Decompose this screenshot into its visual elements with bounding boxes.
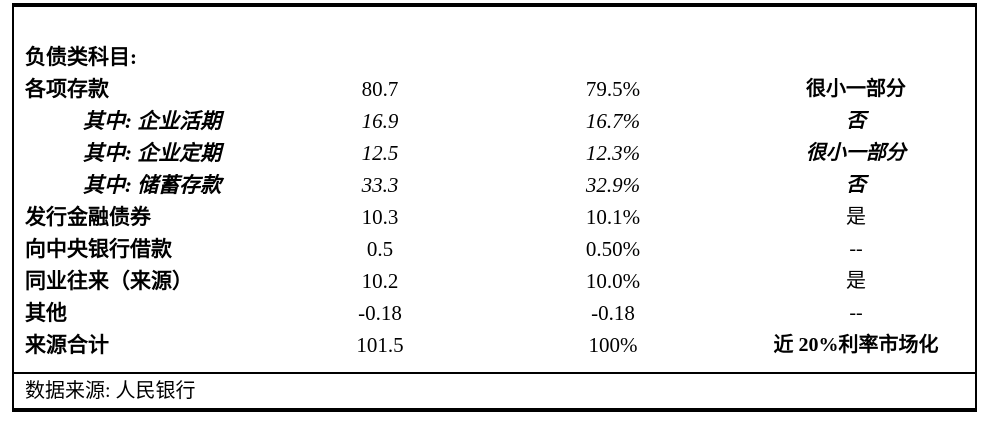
row-note: 很小一部分 [806,78,906,100]
row-label: 其中: 储蓄存款 [83,173,222,197]
row-note: 否 [846,174,866,196]
row-percent: 16.7% [585,109,641,133]
row-label: 各项存款 [25,77,109,101]
row-percent: 100% [588,333,638,357]
row-value: 101.5 [356,333,404,357]
row-value: 16.9 [361,109,399,133]
liabilities-table: 负债类科目: 各项存款 80.7 79.5% 很小一部分 其中: 企业活期 16… [12,3,977,412]
row-label: 同业往来（来源） [25,269,193,293]
row-value: 12.5 [361,141,399,165]
row-label: 其中: 企业活期 [83,109,222,133]
row-percent: 10.1% [585,205,641,229]
row-note: 是 [846,270,866,292]
row-note: -- [849,238,863,260]
row-percent: 32.9% [585,173,641,197]
section-title: 负债类科目: [25,45,137,69]
row-label: 发行金融债券 [25,205,151,229]
row-note: 否 [846,110,866,132]
table-row: 其中: 企业定期 12.5 12.3% 很小一部分 [14,137,975,169]
row-percent: 0.50% [585,237,641,261]
table-row: 其他 -0.18 -0.18 -- [14,297,975,329]
row-label: 来源合计 [25,333,109,357]
row-note: 是 [846,206,866,228]
row-note: -- [849,302,863,324]
row-note: 很小一部分 [806,142,906,164]
table-row: 向中央银行借款 0.5 0.50% -- [14,233,975,265]
row-value: 33.3 [361,173,399,197]
table-row: 同业往来（来源） 10.2 10.0% 是 [14,265,975,297]
row-percent: 12.3% [585,141,641,165]
table-row-section-title: 负债类科目: [14,41,975,73]
table-body: 负债类科目: 各项存款 80.7 79.5% 很小一部分 其中: 企业活期 16… [14,7,975,361]
row-label: 其他 [25,301,67,325]
table-row: 其中: 储蓄存款 33.3 32.9% 否 [14,169,975,201]
row-value: 10.3 [361,205,399,229]
row-value: 0.5 [366,237,394,261]
row-label: 向中央银行借款 [25,237,172,261]
row-label: 其中: 企业定期 [83,141,222,165]
table-row: 各项存款 80.7 79.5% 很小一部分 [14,73,975,105]
table-row-total: 来源合计 101.5 100% 近 20%利率市场化 [14,329,975,361]
table-row: 发行金融债券 10.3 10.1% 是 [14,201,975,233]
data-source-footer: 数据来源: 人民银行 [14,372,975,406]
row-percent: -0.18 [591,301,635,325]
row-note: 近 20%利率市场化 [773,334,939,356]
row-percent: 79.5% [585,77,641,101]
row-value: 80.7 [361,77,399,101]
row-value: -0.18 [358,301,402,325]
table-row: 其中: 企业活期 16.9 16.7% 否 [14,105,975,137]
row-percent: 10.0% [585,269,641,293]
row-value: 10.2 [361,269,399,293]
